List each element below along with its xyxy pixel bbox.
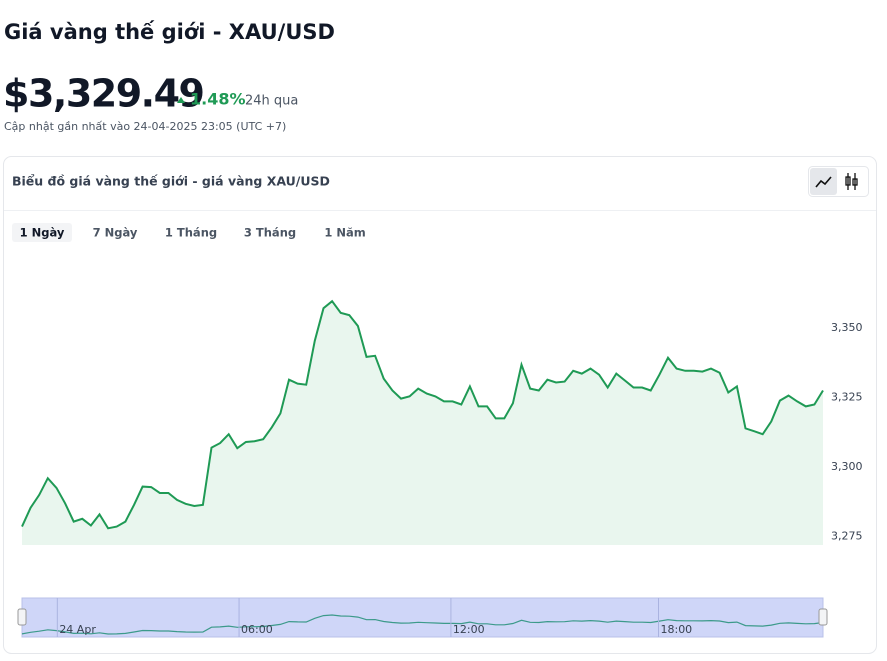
y-tick-label: 3,350 [831,321,863,334]
y-tick-label: 3,275 [831,530,863,543]
price: $3,329.49 [3,72,204,116]
title: Giá vàng thế giới - XAU/USD [4,20,335,44]
y-tick-label: 3,325 [831,391,863,404]
navigator-handle[interactable] [818,608,828,626]
navigator-handle[interactable] [17,608,27,626]
y-tick-label: 3,300 [831,460,863,473]
area [22,301,823,545]
change: 1.48% [190,90,246,109]
period: 24h qua [245,94,298,109]
candle-button[interactable] [845,173,858,190]
tab[interactable]: 7 Ngày [93,226,138,240]
tab[interactable]: 3 Tháng [244,226,296,240]
navigator-line [21,614,824,635]
updated: Cập nhật gần nhất vào 24-04-2025 23:05 (… [4,120,286,133]
tab[interactable]: 1 Năm [324,226,365,240]
navigator-tick-label: 12:00 [453,623,485,636]
chart-title: Biểu đồ giá vàng thế giới - giá vàng XAU… [12,174,330,189]
line-icon [815,176,832,188]
navigator-tick-label: 06:00 [241,623,273,636]
tab[interactable]: 1 Tháng [165,226,217,240]
tab-active-bg [12,223,72,242]
tab[interactable]: 1 Ngày [20,226,65,240]
up-arrow [177,97,185,103]
line-button[interactable] [810,168,837,195]
navigator-tick-label: 24 Apr [59,623,96,636]
line [21,299,824,530]
navigator-tick-label: 18:00 [660,623,692,636]
